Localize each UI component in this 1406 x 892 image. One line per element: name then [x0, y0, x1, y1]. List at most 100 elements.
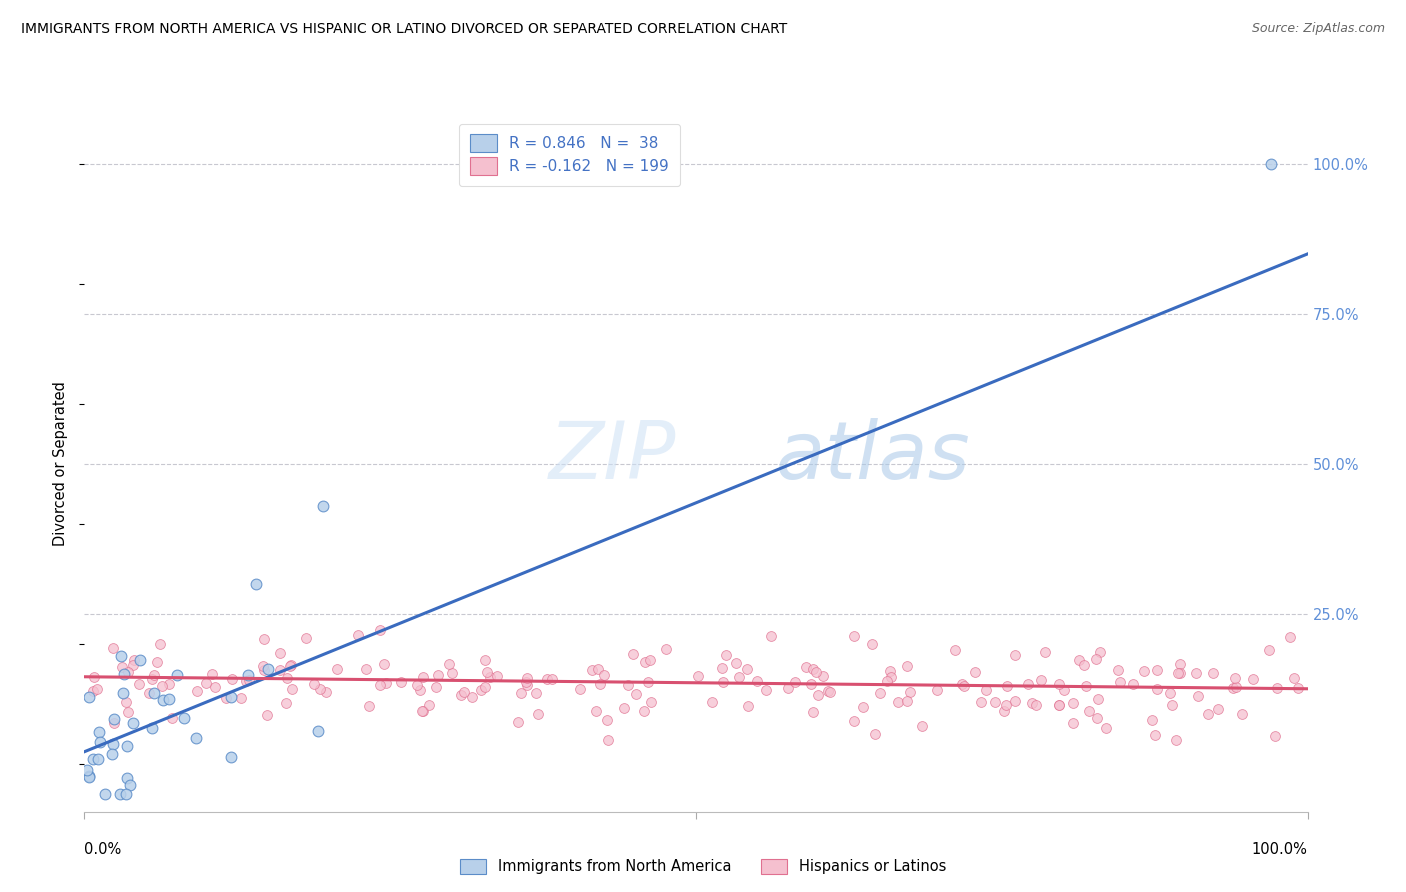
- Text: IMMIGRANTS FROM NORTH AMERICA VS HISPANIC OR LATINO DIVORCED OR SEPARATED CORREL: IMMIGRANTS FROM NORTH AMERICA VS HISPANI…: [21, 22, 787, 37]
- Point: [585, 704, 607, 718]
- Point: [1074, 679, 1097, 693]
- Legend: R = 0.846   N =  38, R = -0.162   N = 199: R = 0.846 N = 38, R = -0.162 N = 199: [458, 124, 681, 186]
- Point: [1168, 657, 1191, 671]
- Point: [1025, 698, 1047, 712]
- Point: [965, 665, 987, 679]
- Point: [1159, 686, 1181, 700]
- Point: [1047, 698, 1070, 712]
- Point: [76, 763, 98, 777]
- Point: [887, 696, 910, 710]
- Point: [1087, 691, 1109, 706]
- Point: [637, 674, 659, 689]
- Point: [101, 640, 124, 655]
- Point: [1223, 671, 1246, 685]
- Point: [953, 679, 976, 693]
- Point: [1282, 671, 1305, 685]
- Point: [638, 653, 661, 667]
- Point: [1073, 657, 1095, 672]
- Point: [818, 685, 841, 699]
- Point: [194, 675, 217, 690]
- Point: [801, 705, 824, 719]
- Point: [950, 676, 973, 690]
- Point: [1107, 663, 1129, 677]
- Point: [110, 648, 132, 663]
- Point: [807, 688, 830, 702]
- Point: [596, 732, 619, 747]
- Point: [1185, 665, 1208, 680]
- Point: [235, 674, 257, 689]
- Point: [863, 727, 886, 741]
- Point: [1202, 666, 1225, 681]
- Point: [506, 714, 529, 729]
- Point: [114, 695, 136, 709]
- Point: [898, 685, 921, 699]
- Point: [354, 662, 377, 676]
- Point: [221, 672, 243, 686]
- Point: [304, 677, 326, 691]
- Point: [1144, 728, 1167, 742]
- Point: [325, 662, 347, 676]
- Point: [1225, 681, 1247, 695]
- Point: [357, 698, 380, 713]
- Point: [160, 711, 183, 725]
- Point: [1260, 157, 1282, 171]
- Point: [307, 724, 329, 739]
- Point: [117, 706, 139, 720]
- Point: [405, 678, 427, 692]
- Point: [122, 715, 145, 730]
- Point: [1197, 707, 1219, 722]
- Point: [1085, 652, 1108, 666]
- Point: [219, 690, 242, 704]
- Point: [142, 686, 165, 700]
- Point: [852, 699, 875, 714]
- Point: [1062, 716, 1084, 731]
- Point: [716, 648, 738, 663]
- Point: [368, 624, 391, 638]
- Point: [83, 670, 105, 684]
- Point: [101, 737, 124, 751]
- Point: [461, 690, 484, 705]
- Point: [1241, 672, 1264, 686]
- Point: [1168, 665, 1191, 680]
- Point: [1062, 696, 1084, 710]
- Point: [617, 678, 640, 692]
- Point: [1122, 676, 1144, 690]
- Point: [149, 637, 172, 651]
- Point: [204, 680, 226, 694]
- Point: [803, 662, 825, 676]
- Point: [1077, 704, 1099, 718]
- Point: [515, 675, 537, 690]
- Point: [1090, 645, 1112, 659]
- Point: [389, 674, 412, 689]
- Point: [1047, 677, 1070, 691]
- Point: [112, 667, 135, 681]
- Point: [108, 787, 131, 801]
- Point: [596, 713, 619, 727]
- Point: [141, 721, 163, 735]
- Point: [474, 680, 496, 694]
- Point: [221, 749, 243, 764]
- Point: [256, 707, 278, 722]
- Point: [1164, 732, 1187, 747]
- Point: [280, 682, 302, 697]
- Point: [238, 673, 260, 687]
- Point: [581, 663, 603, 677]
- Point: [1047, 698, 1070, 713]
- Point: [315, 684, 337, 698]
- Point: [799, 677, 821, 691]
- Point: [89, 734, 111, 748]
- Point: [842, 629, 865, 643]
- Point: [541, 672, 564, 686]
- Point: [252, 659, 274, 673]
- Point: [735, 662, 758, 676]
- Point: [347, 627, 370, 641]
- Point: [984, 695, 1007, 709]
- Point: [613, 701, 636, 715]
- Point: [122, 653, 145, 667]
- Point: [879, 664, 901, 678]
- Point: [373, 657, 395, 671]
- Point: [1033, 645, 1056, 659]
- Point: [1140, 713, 1163, 727]
- Point: [634, 656, 657, 670]
- Point: [312, 499, 335, 513]
